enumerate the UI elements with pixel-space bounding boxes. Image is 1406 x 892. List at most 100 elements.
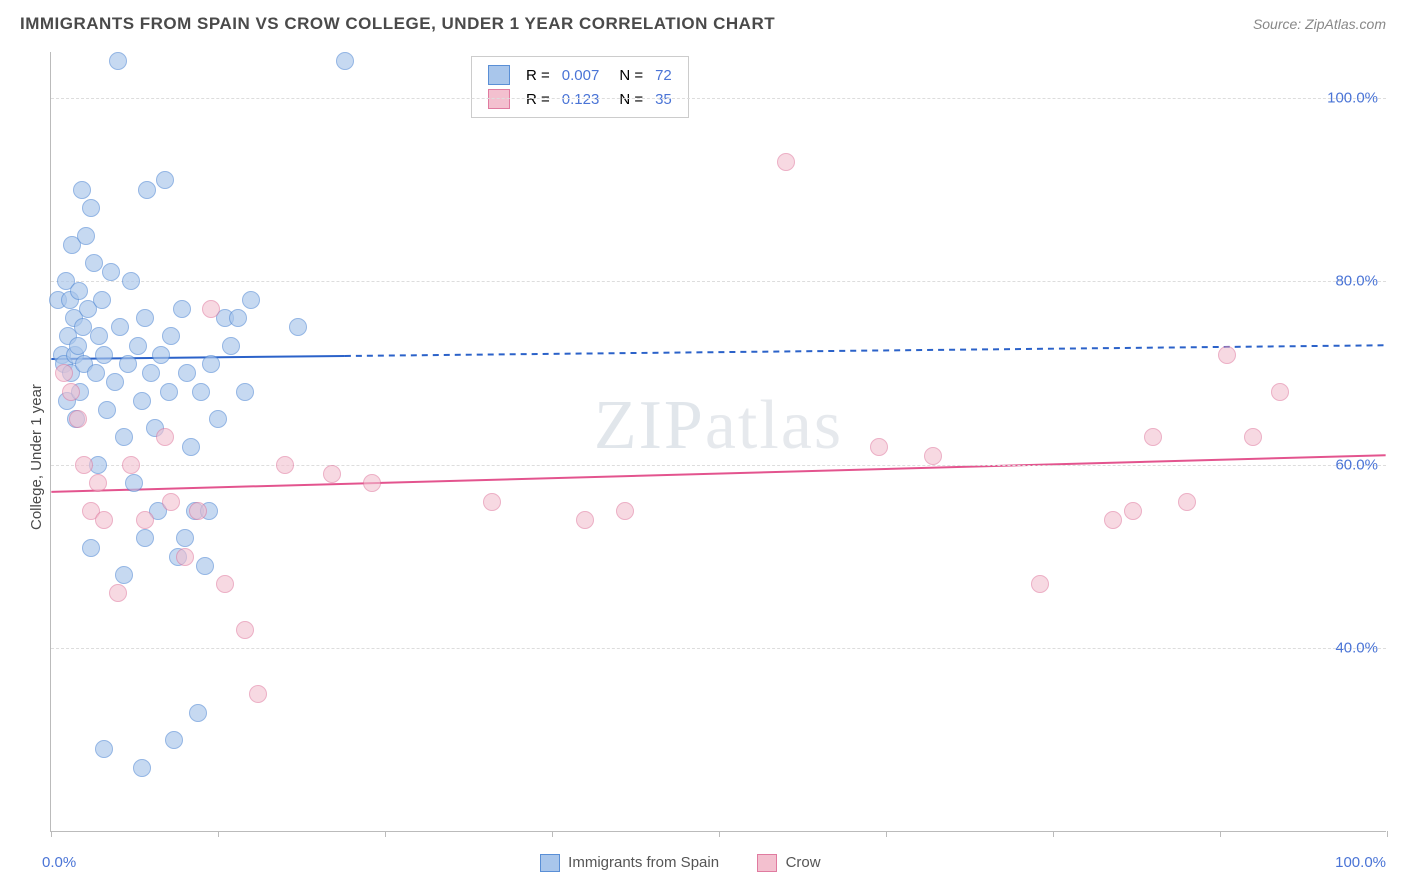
- y-tick-label: 100.0%: [1327, 89, 1378, 106]
- point-spain: [70, 282, 88, 300]
- point-spain: [229, 309, 247, 327]
- point-crow: [62, 383, 80, 401]
- scatter-plot-area: ZIPatlas R = 0.007 N = 72 R = 0.123 N = …: [50, 52, 1386, 832]
- point-spain: [176, 529, 194, 547]
- point-spain: [336, 52, 354, 70]
- bottom-swatch-0: [540, 854, 560, 872]
- point-crow: [136, 511, 154, 529]
- point-crow: [162, 493, 180, 511]
- y-tick-label: 40.0%: [1335, 640, 1378, 657]
- point-spain: [162, 327, 180, 345]
- point-spain: [95, 740, 113, 758]
- point-crow: [95, 511, 113, 529]
- watermark-bold: ZIP: [594, 387, 705, 464]
- point-spain: [133, 759, 151, 777]
- point-spain: [109, 52, 127, 70]
- point-crow: [89, 474, 107, 492]
- point-crow: [109, 584, 127, 602]
- x-tick: [552, 831, 553, 837]
- point-spain: [102, 263, 120, 281]
- point-crow: [202, 300, 220, 318]
- point-spain: [122, 272, 140, 290]
- gridline: [51, 648, 1386, 649]
- y-tick-label: 80.0%: [1335, 273, 1378, 290]
- n-value-0: 72: [649, 63, 678, 87]
- x-tick: [886, 831, 887, 837]
- source-attribution: Source: ZipAtlas.com: [1253, 16, 1386, 32]
- point-crow: [75, 456, 93, 474]
- point-spain: [90, 327, 108, 345]
- trend-lines-layer: [51, 52, 1386, 831]
- point-spain: [182, 438, 200, 456]
- point-crow: [1244, 428, 1262, 446]
- point-spain: [69, 337, 87, 355]
- legend-row-series-1: R = 0.123 N = 35: [482, 87, 678, 111]
- point-spain: [95, 346, 113, 364]
- point-crow: [870, 438, 888, 456]
- y-axis-label: College, Under 1 year: [28, 384, 45, 530]
- point-spain: [152, 346, 170, 364]
- point-crow: [1271, 383, 1289, 401]
- bottom-legend-label-0: Immigrants from Spain: [568, 854, 719, 871]
- x-tick: [1387, 831, 1388, 837]
- point-crow: [69, 410, 87, 428]
- point-spain: [202, 355, 220, 373]
- point-spain: [129, 337, 147, 355]
- bottom-swatch-1: [757, 854, 777, 872]
- point-spain: [142, 364, 160, 382]
- point-spain: [178, 364, 196, 382]
- point-spain: [106, 373, 124, 391]
- point-spain: [82, 539, 100, 557]
- point-spain: [189, 704, 207, 722]
- n-label-0: N =: [605, 63, 649, 87]
- legend-row-series-0: R = 0.007 N = 72: [482, 63, 678, 87]
- point-crow: [276, 456, 294, 474]
- chart-title: IMMIGRANTS FROM SPAIN VS CROW COLLEGE, U…: [20, 14, 775, 34]
- x-tick: [1053, 831, 1054, 837]
- gridline: [51, 465, 1386, 466]
- point-spain: [165, 731, 183, 749]
- point-crow: [1144, 428, 1162, 446]
- x-tick: [1220, 831, 1221, 837]
- point-crow: [616, 502, 634, 520]
- point-spain: [138, 181, 156, 199]
- x-axis-min-label: 0.0%: [42, 854, 76, 871]
- point-spain: [192, 383, 210, 401]
- point-crow: [236, 621, 254, 639]
- point-crow: [1031, 575, 1049, 593]
- point-crow: [176, 548, 194, 566]
- x-tick: [51, 831, 52, 837]
- point-spain: [160, 383, 178, 401]
- bottom-legend: Immigrants from Spain Crow: [540, 854, 821, 872]
- point-crow: [1178, 493, 1196, 511]
- point-spain: [98, 401, 116, 419]
- point-spain: [93, 291, 111, 309]
- y-tick-label: 60.0%: [1335, 456, 1378, 473]
- point-spain: [82, 199, 100, 217]
- bottom-legend-label-1: Crow: [786, 854, 821, 871]
- point-spain: [236, 383, 254, 401]
- point-spain: [289, 318, 307, 336]
- point-crow: [363, 474, 381, 492]
- r-value-0: 0.007: [556, 63, 606, 87]
- point-spain: [87, 364, 105, 382]
- point-crow: [483, 493, 501, 511]
- point-crow: [1124, 502, 1142, 520]
- point-spain: [111, 318, 129, 336]
- r-label-0: R =: [520, 63, 556, 87]
- point-spain: [125, 474, 143, 492]
- r-label-1: R =: [520, 87, 556, 111]
- point-spain: [173, 300, 191, 318]
- watermark-thin: atlas: [705, 387, 843, 464]
- point-spain: [196, 557, 214, 575]
- point-crow: [777, 153, 795, 171]
- swatch-series-1: [488, 89, 510, 109]
- gridline: [51, 98, 1386, 99]
- x-tick: [218, 831, 219, 837]
- point-spain: [136, 529, 154, 547]
- point-spain: [77, 227, 95, 245]
- n-value-1: 35: [649, 87, 678, 111]
- point-spain: [115, 566, 133, 584]
- point-spain: [156, 171, 174, 189]
- point-spain: [242, 291, 260, 309]
